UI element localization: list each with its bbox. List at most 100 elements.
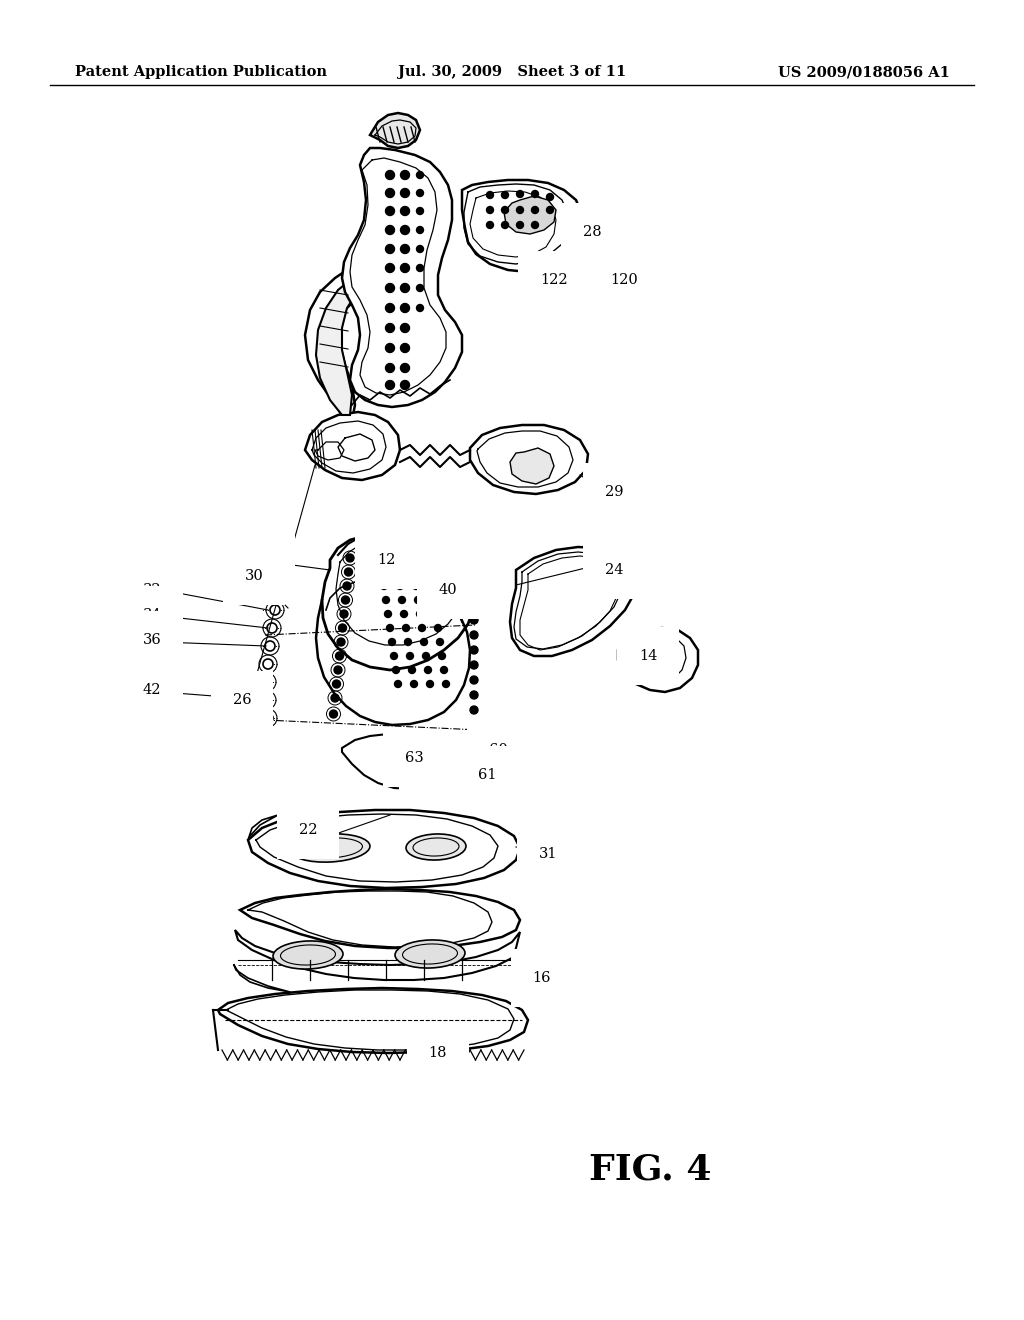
Circle shape [262, 696, 272, 705]
Circle shape [516, 222, 523, 228]
Circle shape [400, 323, 410, 333]
Circle shape [388, 639, 395, 645]
Text: Patent Application Publication: Patent Application Publication [75, 65, 327, 79]
Circle shape [432, 610, 439, 618]
Circle shape [428, 582, 435, 590]
Polygon shape [305, 412, 400, 480]
Circle shape [486, 191, 494, 198]
Circle shape [411, 681, 418, 688]
Polygon shape [342, 734, 452, 789]
Polygon shape [574, 240, 622, 279]
Circle shape [438, 652, 445, 660]
Polygon shape [510, 447, 554, 484]
Text: 28: 28 [583, 224, 601, 239]
Circle shape [400, 610, 408, 618]
Circle shape [400, 304, 410, 313]
Circle shape [427, 681, 433, 688]
Circle shape [394, 681, 401, 688]
Circle shape [470, 706, 478, 714]
Circle shape [340, 610, 348, 618]
Circle shape [400, 244, 410, 253]
Circle shape [385, 380, 394, 389]
Text: 31: 31 [539, 847, 557, 861]
Circle shape [392, 554, 399, 561]
Text: 16: 16 [532, 972, 551, 985]
Circle shape [262, 677, 272, 686]
Polygon shape [342, 148, 462, 407]
Text: 42: 42 [142, 682, 161, 697]
Circle shape [400, 380, 410, 389]
Circle shape [409, 667, 416, 673]
Circle shape [385, 244, 394, 253]
Polygon shape [370, 114, 420, 148]
Circle shape [404, 639, 412, 645]
Circle shape [409, 554, 416, 561]
Circle shape [270, 605, 280, 615]
Text: 26: 26 [232, 693, 251, 708]
Text: 61: 61 [478, 768, 497, 781]
Circle shape [417, 610, 424, 618]
Circle shape [421, 639, 427, 645]
Text: 29: 29 [605, 484, 624, 499]
Circle shape [400, 284, 410, 293]
Circle shape [531, 190, 539, 198]
Circle shape [547, 194, 554, 201]
Circle shape [330, 710, 338, 718]
Circle shape [263, 659, 273, 669]
Circle shape [470, 556, 478, 564]
Polygon shape [234, 931, 520, 979]
Polygon shape [510, 546, 636, 656]
Circle shape [407, 652, 414, 660]
Text: 14: 14 [639, 649, 657, 663]
Circle shape [502, 191, 509, 198]
Text: 36: 36 [142, 634, 162, 647]
Circle shape [486, 222, 494, 228]
Circle shape [267, 623, 278, 634]
Ellipse shape [406, 834, 466, 861]
Circle shape [386, 624, 393, 631]
Text: 34: 34 [142, 609, 162, 622]
Text: 24: 24 [605, 564, 624, 577]
Circle shape [400, 343, 410, 352]
Circle shape [400, 264, 410, 272]
Circle shape [336, 652, 343, 660]
Circle shape [385, 343, 394, 352]
Text: 22: 22 [299, 822, 317, 837]
Ellipse shape [395, 940, 465, 968]
Circle shape [385, 226, 394, 235]
Text: 59: 59 [421, 758, 439, 772]
Circle shape [400, 189, 410, 198]
Circle shape [440, 667, 447, 673]
Text: 30: 30 [429, 548, 447, 562]
Circle shape [425, 667, 431, 673]
Circle shape [337, 638, 345, 645]
Circle shape [413, 582, 420, 590]
Circle shape [377, 554, 384, 561]
Circle shape [531, 222, 539, 228]
Circle shape [436, 639, 443, 645]
Circle shape [417, 172, 424, 178]
Circle shape [379, 569, 385, 576]
Circle shape [400, 363, 410, 372]
Polygon shape [218, 987, 528, 1053]
Circle shape [486, 206, 494, 214]
Circle shape [417, 190, 424, 197]
Text: 12: 12 [377, 553, 395, 568]
Circle shape [344, 568, 352, 576]
Circle shape [516, 206, 523, 214]
Circle shape [427, 569, 433, 576]
Circle shape [341, 597, 349, 605]
Text: 38: 38 [255, 549, 273, 564]
Polygon shape [504, 195, 556, 234]
Circle shape [385, 284, 394, 293]
Circle shape [331, 694, 339, 702]
Circle shape [346, 554, 354, 562]
Circle shape [470, 616, 478, 624]
Text: 34: 34 [438, 568, 458, 582]
Circle shape [502, 222, 509, 228]
Circle shape [470, 572, 478, 579]
Circle shape [470, 601, 478, 609]
Circle shape [385, 363, 394, 372]
Circle shape [385, 323, 394, 333]
Circle shape [470, 631, 478, 639]
